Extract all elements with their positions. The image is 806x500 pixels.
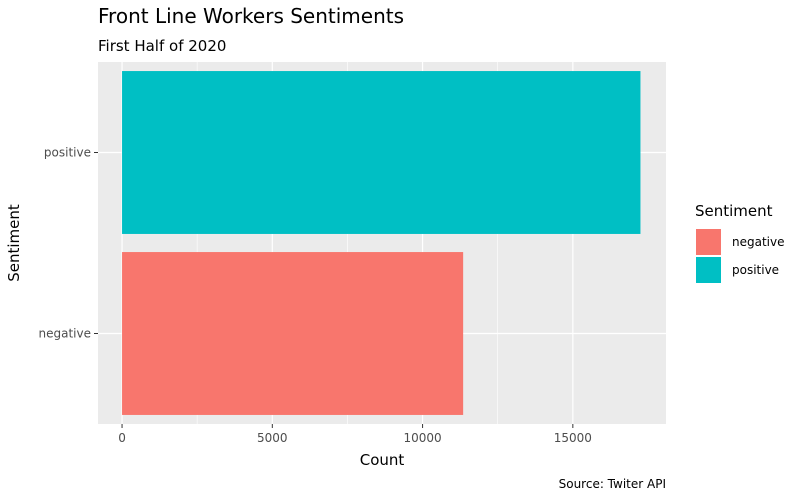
x-tick-label: 5000 (257, 431, 288, 445)
y-tick-label: negative (39, 327, 91, 341)
legend-label-negative: negative (732, 235, 784, 249)
chart-title: Front Line Workers Sentiments (98, 4, 404, 28)
chart-subtitle: First Half of 2020 (98, 37, 226, 55)
legend-swatch-positive (696, 257, 721, 283)
x-axis-title: Count (360, 451, 405, 469)
legend-title: Sentiment (695, 202, 773, 220)
legend-label-positive: positive (732, 263, 779, 277)
bars (122, 71, 641, 415)
x-tick-label: 15000 (554, 431, 592, 445)
y-tick-label: positive (44, 146, 91, 160)
y-axis-title: Sentiment (5, 204, 23, 282)
bar-negative (122, 252, 464, 415)
bar-positive (122, 71, 641, 234)
x-tick-label: 10000 (403, 431, 441, 445)
x-tick-label: 0 (118, 431, 126, 445)
caption: Source: Twiter API (559, 477, 666, 491)
x-axis: 0 5000 10000 15000 (118, 424, 592, 445)
y-axis: negative positive (39, 146, 98, 341)
legend-swatch-negative (696, 229, 721, 255)
legend: Sentiment negative positive (695, 202, 784, 283)
